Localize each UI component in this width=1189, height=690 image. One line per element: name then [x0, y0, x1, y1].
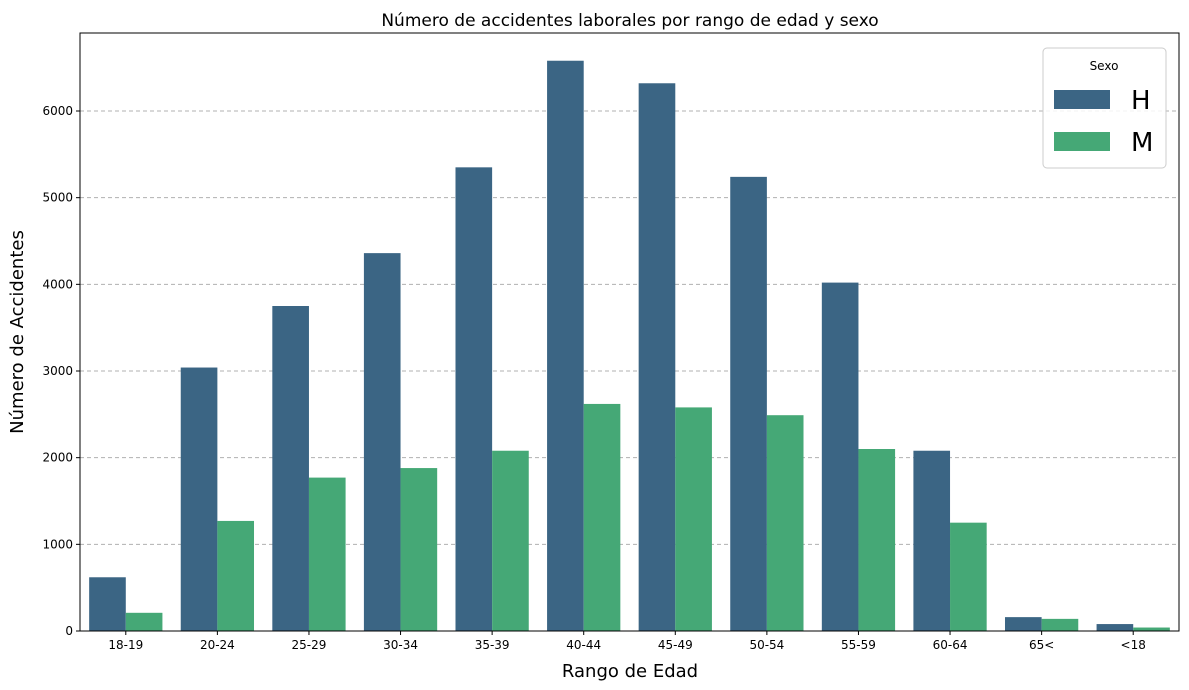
x-tick-label: 25-29 [292, 638, 327, 652]
x-tick-label: <18 [1121, 638, 1146, 652]
bar-h [913, 450, 951, 631]
bar-h [455, 167, 493, 632]
x-tick-label: 30-34 [383, 638, 418, 652]
bars [89, 60, 1170, 632]
legend-swatch-m [1054, 132, 1110, 151]
bar-m [217, 520, 255, 631]
x-tick-label: 65< [1029, 638, 1054, 652]
x-axis: 18-19 20-24 25-29 30-34 35-39 40-44 45-49 50-54… [108, 631, 1146, 652]
legend-label-m: M [1131, 128, 1153, 158]
bar-m [125, 612, 163, 631]
grid-lines [80, 110, 1179, 632]
plot-frame [79, 32, 1180, 632]
bar-m [766, 415, 804, 631]
y-tick-label: 4000 [42, 277, 73, 291]
legend: Sexo H M [1042, 47, 1167, 169]
bar-h [272, 306, 309, 631]
y-axis: 0 1000 2000 3000 4000 5000 6000 [42, 104, 80, 638]
x-tick-label: 18-19 [108, 638, 143, 652]
y-tick-label: 1000 [42, 537, 73, 551]
bar-h [638, 83, 676, 632]
x-tick-label: 50-54 [749, 638, 784, 652]
bar-h [1004, 617, 1042, 631]
bar-h [363, 253, 401, 631]
bar-h [1096, 624, 1134, 631]
y-tick-label: 0 [65, 624, 73, 638]
bar-m [1041, 618, 1079, 631]
legend-swatch-h [1054, 90, 1110, 109]
x-tick-label: 55-59 [841, 638, 876, 652]
bar-h [547, 60, 584, 631]
y-tick-label: 6000 [42, 104, 73, 118]
bar-m [308, 477, 346, 631]
bar-m [492, 450, 529, 631]
x-tick-label: 45-49 [658, 638, 693, 652]
y-tick-label: 3000 [42, 364, 73, 378]
x-tick-label: 20-24 [200, 638, 235, 652]
bar-h [89, 577, 126, 631]
y-tick-label: 2000 [42, 451, 73, 465]
bar-h [730, 176, 767, 631]
chart-title: Número de accidentes laborales por rango… [381, 11, 878, 31]
legend-title: Sexo [1090, 59, 1119, 73]
bar-h [821, 282, 859, 631]
bar-m [950, 522, 987, 631]
bar-m [400, 468, 438, 631]
x-tick-label: 60-64 [933, 638, 968, 652]
bar-m [858, 449, 896, 631]
y-tick-label: 5000 [42, 191, 73, 205]
bar-h [180, 367, 218, 631]
x-tick-label: 35-39 [475, 638, 510, 652]
x-axis-title: Rango de Edad [562, 661, 698, 682]
bar-m [1133, 627, 1170, 631]
bar-m [675, 407, 712, 631]
x-tick-label: 40-44 [566, 638, 601, 652]
bar-m [583, 403, 621, 631]
y-axis-title: Número de Accidentes [7, 230, 28, 434]
legend-label-h: H [1131, 86, 1151, 116]
